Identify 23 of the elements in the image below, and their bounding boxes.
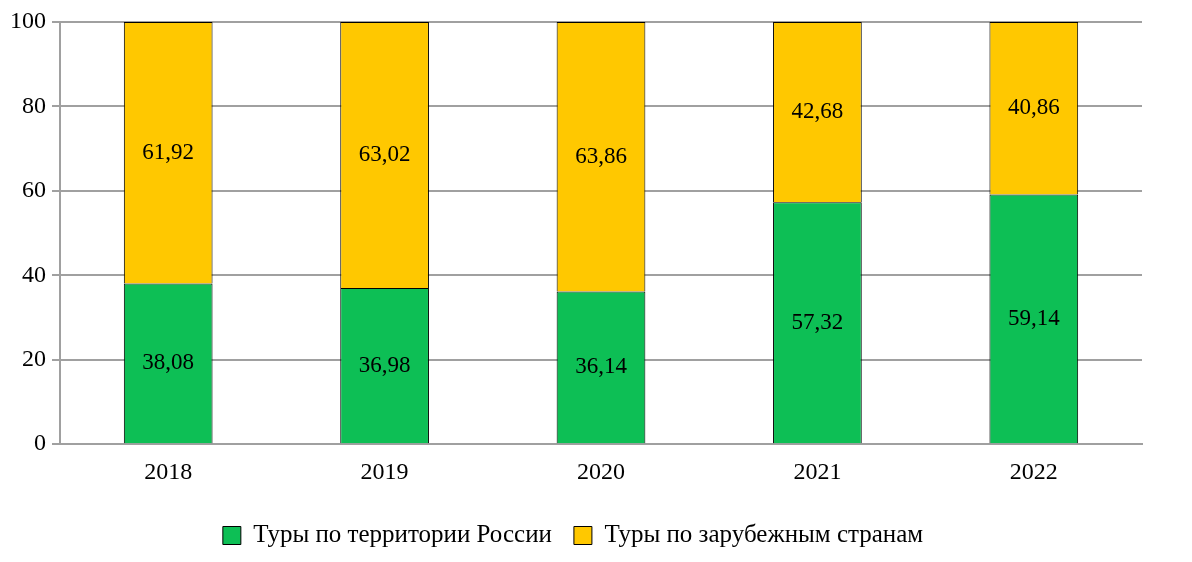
data-label: 57,32 — [791, 308, 844, 334]
data-label: 40,86 — [1007, 94, 1060, 120]
y-tick-label: 0 — [34, 429, 46, 456]
data-label: 42,68 — [791, 98, 844, 124]
y-tick-label: 40 — [22, 260, 46, 287]
x-tick-label: 2021 — [793, 457, 842, 484]
data-label: 36,98 — [358, 351, 411, 377]
y-tick-label: 20 — [22, 345, 46, 372]
x-tick-label: 2019 — [360, 457, 409, 484]
data-label: 61,92 — [142, 138, 195, 164]
data-label: 38,08 — [142, 349, 195, 375]
data-label: 59,14 — [1007, 304, 1061, 330]
legend-label: Туры по зарубежным странам — [604, 520, 924, 548]
y-tick-label: 80 — [22, 91, 46, 118]
legend-label: Туры по территории России — [253, 520, 552, 548]
x-tick-label: 2018 — [144, 457, 193, 484]
y-tick-label: 100 — [10, 7, 46, 34]
x-tick-label: 2020 — [577, 457, 625, 484]
y-tick-label: 60 — [22, 176, 46, 203]
data-label: 36,14 — [575, 353, 628, 379]
data-label: 63,02 — [358, 141, 411, 167]
data-label: 63,86 — [575, 142, 627, 168]
x-tick-label: 2022 — [1009, 457, 1058, 484]
